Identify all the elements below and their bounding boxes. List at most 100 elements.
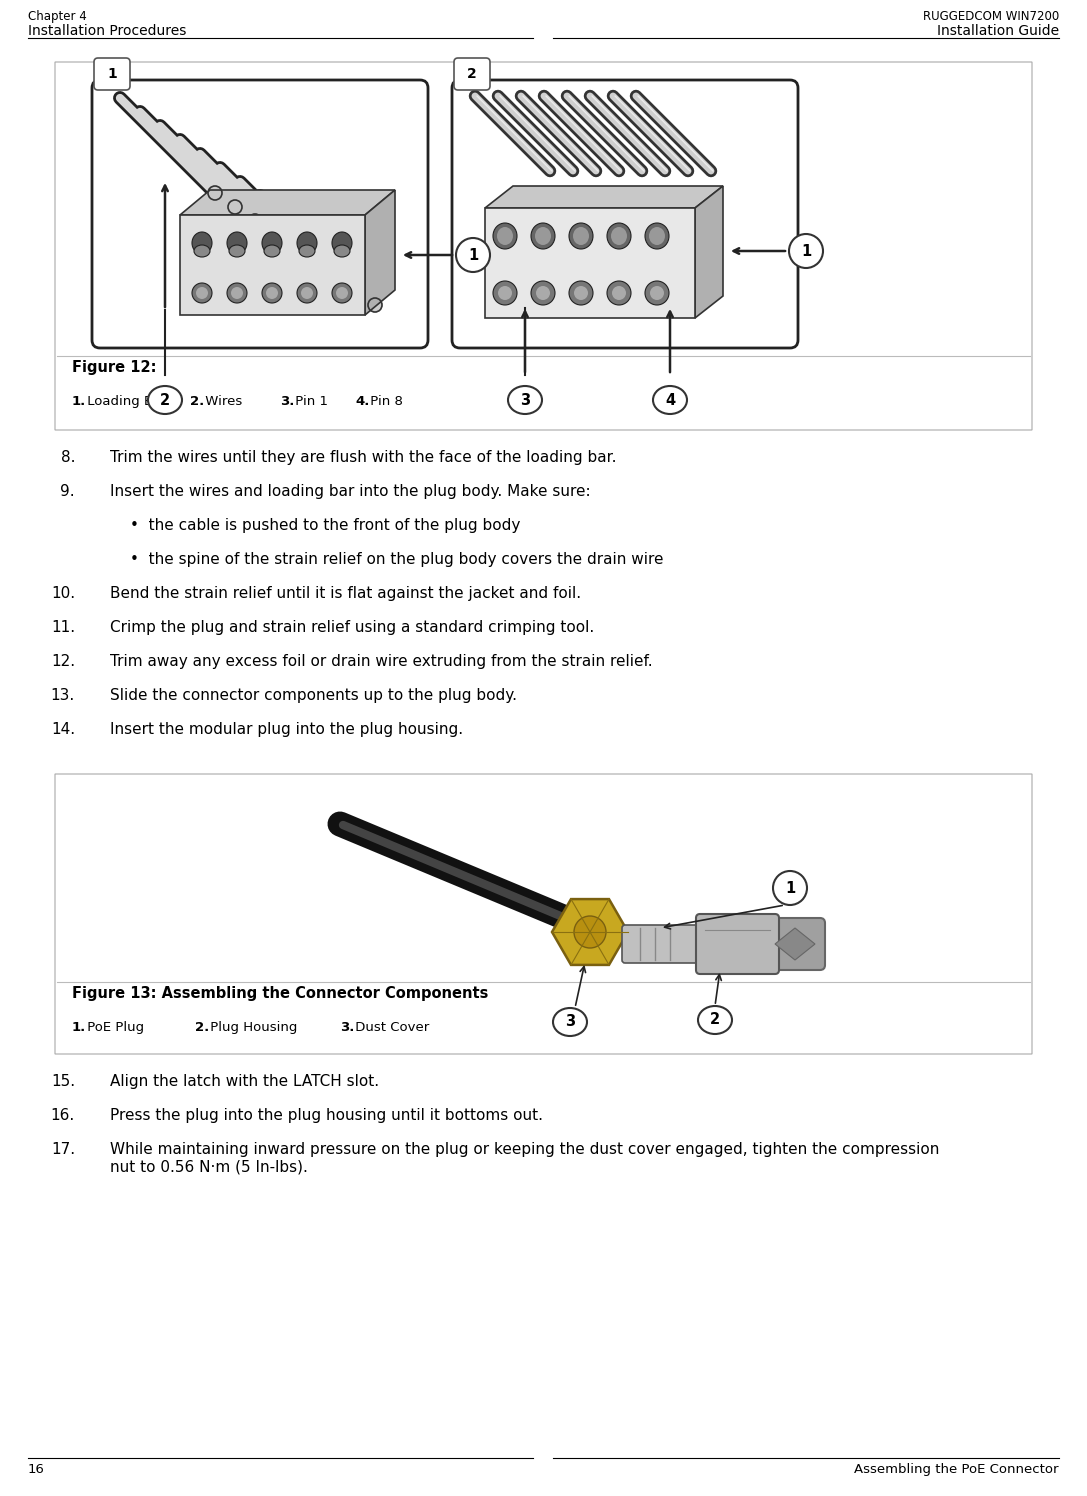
Text: 4.: 4. [355,395,370,408]
Ellipse shape [650,286,664,301]
Ellipse shape [192,232,212,254]
Ellipse shape [607,281,630,305]
Ellipse shape [497,227,513,245]
Polygon shape [180,190,395,215]
Ellipse shape [228,200,242,214]
Text: 16: 16 [28,1463,45,1477]
Ellipse shape [227,232,247,254]
Text: Assembling the PoE Connector: Assembling the PoE Connector [854,1463,1059,1477]
Ellipse shape [227,283,247,304]
Text: 2: 2 [710,1013,720,1028]
FancyBboxPatch shape [93,58,130,90]
Text: Figure 13: Assembling the Connector Components: Figure 13: Assembling the Connector Comp… [72,986,488,1001]
Ellipse shape [264,245,280,257]
Ellipse shape [611,227,627,245]
Text: 2.: 2. [195,1020,210,1034]
Ellipse shape [573,227,589,245]
Text: Loading Bar: Loading Bar [83,395,166,408]
Ellipse shape [268,227,282,242]
Text: Bend the strain relief until it is flat against the jacket and foil.: Bend the strain relief until it is flat … [110,586,582,601]
Ellipse shape [569,223,594,248]
Text: 1.: 1. [72,395,86,408]
Ellipse shape [574,286,588,301]
Text: Crimp the plug and strain relief using a standard crimping tool.: Crimp the plug and strain relief using a… [110,619,595,634]
Text: 3.: 3. [340,1020,354,1034]
Text: 16.: 16. [51,1109,75,1123]
Ellipse shape [493,281,517,305]
Ellipse shape [645,281,669,305]
Ellipse shape [508,386,542,414]
Text: Trim the wires until they are flush with the face of the loading bar.: Trim the wires until they are flush with… [110,450,616,465]
Ellipse shape [192,283,212,304]
Text: Pin 8: Pin 8 [366,395,403,408]
Text: Dust Cover: Dust Cover [351,1020,429,1034]
Ellipse shape [332,283,352,304]
Polygon shape [485,186,723,208]
Text: PoE Plug: PoE Plug [83,1020,145,1034]
Text: Trim away any excess foil or drain wire extruding from the strain relief.: Trim away any excess foil or drain wire … [110,654,652,669]
Text: 4: 4 [665,392,675,407]
Text: 13.: 13. [51,688,75,703]
Ellipse shape [653,386,687,414]
Ellipse shape [148,386,182,414]
FancyBboxPatch shape [92,79,428,349]
Ellipse shape [535,227,551,245]
Text: Pin 1: Pin 1 [291,395,328,408]
Circle shape [457,238,490,272]
Ellipse shape [532,281,555,305]
Ellipse shape [266,287,278,299]
Text: 10.: 10. [51,586,75,601]
Text: Plug Housing: Plug Housing [207,1020,298,1034]
Text: 9.: 9. [61,485,75,500]
Ellipse shape [348,284,362,298]
Ellipse shape [334,245,350,257]
Text: 14.: 14. [51,723,75,738]
Text: Chapter 4: Chapter 4 [28,10,87,22]
Ellipse shape [297,283,317,304]
FancyBboxPatch shape [485,208,695,319]
Text: Slide the connector components up to the plug body.: Slide the connector components up to the… [110,688,517,703]
Ellipse shape [332,232,352,254]
Text: 15.: 15. [51,1074,75,1089]
Text: Insert the modular plug into the plug housing.: Insert the modular plug into the plug ho… [110,723,463,738]
Text: 8.: 8. [61,450,75,465]
Text: 11.: 11. [51,619,75,634]
FancyBboxPatch shape [452,79,798,349]
Text: •  the cable is pushed to the front of the plug body: • the cable is pushed to the front of th… [130,518,521,533]
Ellipse shape [493,223,517,248]
FancyBboxPatch shape [765,919,825,969]
Ellipse shape [612,286,626,301]
Ellipse shape [301,287,313,299]
Text: 1: 1 [467,247,478,262]
Polygon shape [775,928,815,960]
FancyBboxPatch shape [55,61,1032,429]
Text: Figure 12:: Figure 12: [72,361,157,375]
Text: Insert the wires and loading bar into the plug body. Make sure:: Insert the wires and loading bar into th… [110,485,590,500]
Ellipse shape [262,283,282,304]
Text: 3: 3 [565,1014,575,1029]
FancyBboxPatch shape [180,215,365,316]
Text: 12.: 12. [51,654,75,669]
Ellipse shape [299,245,315,257]
Polygon shape [365,190,395,316]
FancyBboxPatch shape [454,58,490,90]
Text: Wires: Wires [201,395,242,408]
Ellipse shape [698,1005,732,1034]
Ellipse shape [368,298,382,313]
Text: 1.: 1. [72,1020,86,1034]
Ellipse shape [248,214,262,227]
Text: 1: 1 [785,881,795,896]
Text: 3: 3 [520,392,530,407]
Circle shape [773,871,807,905]
FancyBboxPatch shape [696,914,779,974]
FancyBboxPatch shape [622,925,698,963]
Text: 3.: 3. [280,395,295,408]
Ellipse shape [536,286,550,301]
Ellipse shape [297,232,317,254]
Text: Installation Procedures: Installation Procedures [28,24,186,37]
Ellipse shape [498,286,512,301]
Text: 2.: 2. [190,395,204,408]
Polygon shape [552,899,628,965]
Ellipse shape [308,256,322,269]
Ellipse shape [288,242,302,256]
